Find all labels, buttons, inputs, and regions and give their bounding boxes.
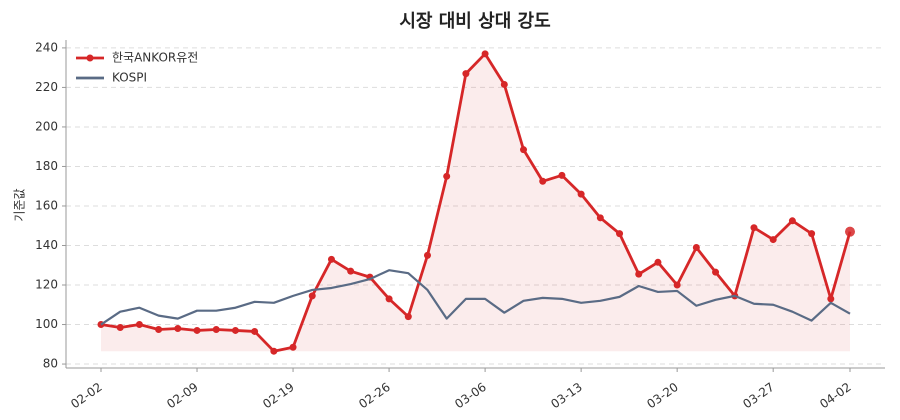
point <box>135 321 143 329</box>
point <box>808 230 816 238</box>
y-axis-label: 기준값 <box>13 188 27 221</box>
point <box>616 230 624 238</box>
point <box>404 313 412 321</box>
point <box>231 326 239 334</box>
x-tick-label: 04-02 <box>817 380 854 411</box>
x-tick-label: 02-09 <box>164 380 201 411</box>
point <box>635 270 643 278</box>
point <box>520 146 528 154</box>
point <box>692 243 700 251</box>
point <box>385 295 393 303</box>
point <box>845 226 855 237</box>
point <box>827 295 835 303</box>
y-tick-label: 120 <box>35 278 58 292</box>
point <box>539 177 547 185</box>
series-line <box>100 52 852 353</box>
y-tick-label: 160 <box>35 198 58 212</box>
point <box>769 236 777 244</box>
chart-title: 시장 대비 상대 강도 <box>399 11 550 32</box>
area <box>101 53 850 352</box>
legend-label: 한국ANKOR유전 <box>112 51 198 65</box>
y-tick-label: 80 <box>43 357 58 371</box>
point <box>712 268 720 276</box>
x-tick-label: 03-20 <box>644 380 681 411</box>
point <box>308 292 316 300</box>
point <box>750 224 758 232</box>
y-tick-label: 100 <box>35 317 58 331</box>
point <box>270 347 278 355</box>
series-line <box>100 269 851 326</box>
point <box>155 325 163 333</box>
y-tick-label: 140 <box>35 238 58 252</box>
y-tick-label: 180 <box>35 159 58 173</box>
point <box>116 323 124 331</box>
y-tick-label: 200 <box>35 119 58 133</box>
y-tick-label: 240 <box>35 40 58 54</box>
x-tick-label: 03-13 <box>548 380 585 411</box>
point <box>673 281 681 289</box>
y-tick-label: 220 <box>35 80 58 94</box>
x-tick-label: 03-27 <box>740 380 777 411</box>
point <box>596 214 604 222</box>
point <box>500 80 508 88</box>
point <box>423 251 431 259</box>
point <box>347 267 355 275</box>
point <box>289 343 297 351</box>
point <box>193 326 201 334</box>
legend-label: KOSPI <box>112 71 147 85</box>
x-tick-label: 02-02 <box>68 380 105 411</box>
point <box>481 50 489 58</box>
point <box>654 258 662 266</box>
point <box>443 172 451 180</box>
x-tick-label: 03-06 <box>452 380 489 411</box>
point <box>577 190 585 198</box>
point <box>174 324 182 332</box>
point <box>327 255 335 263</box>
x-tick-label: 02-26 <box>356 380 393 411</box>
x-tick-label: 02-19 <box>260 380 297 411</box>
point <box>788 217 796 225</box>
point <box>251 327 259 335</box>
point <box>558 171 566 179</box>
point <box>462 70 470 78</box>
legend-marker <box>86 54 94 62</box>
point <box>212 325 220 333</box>
